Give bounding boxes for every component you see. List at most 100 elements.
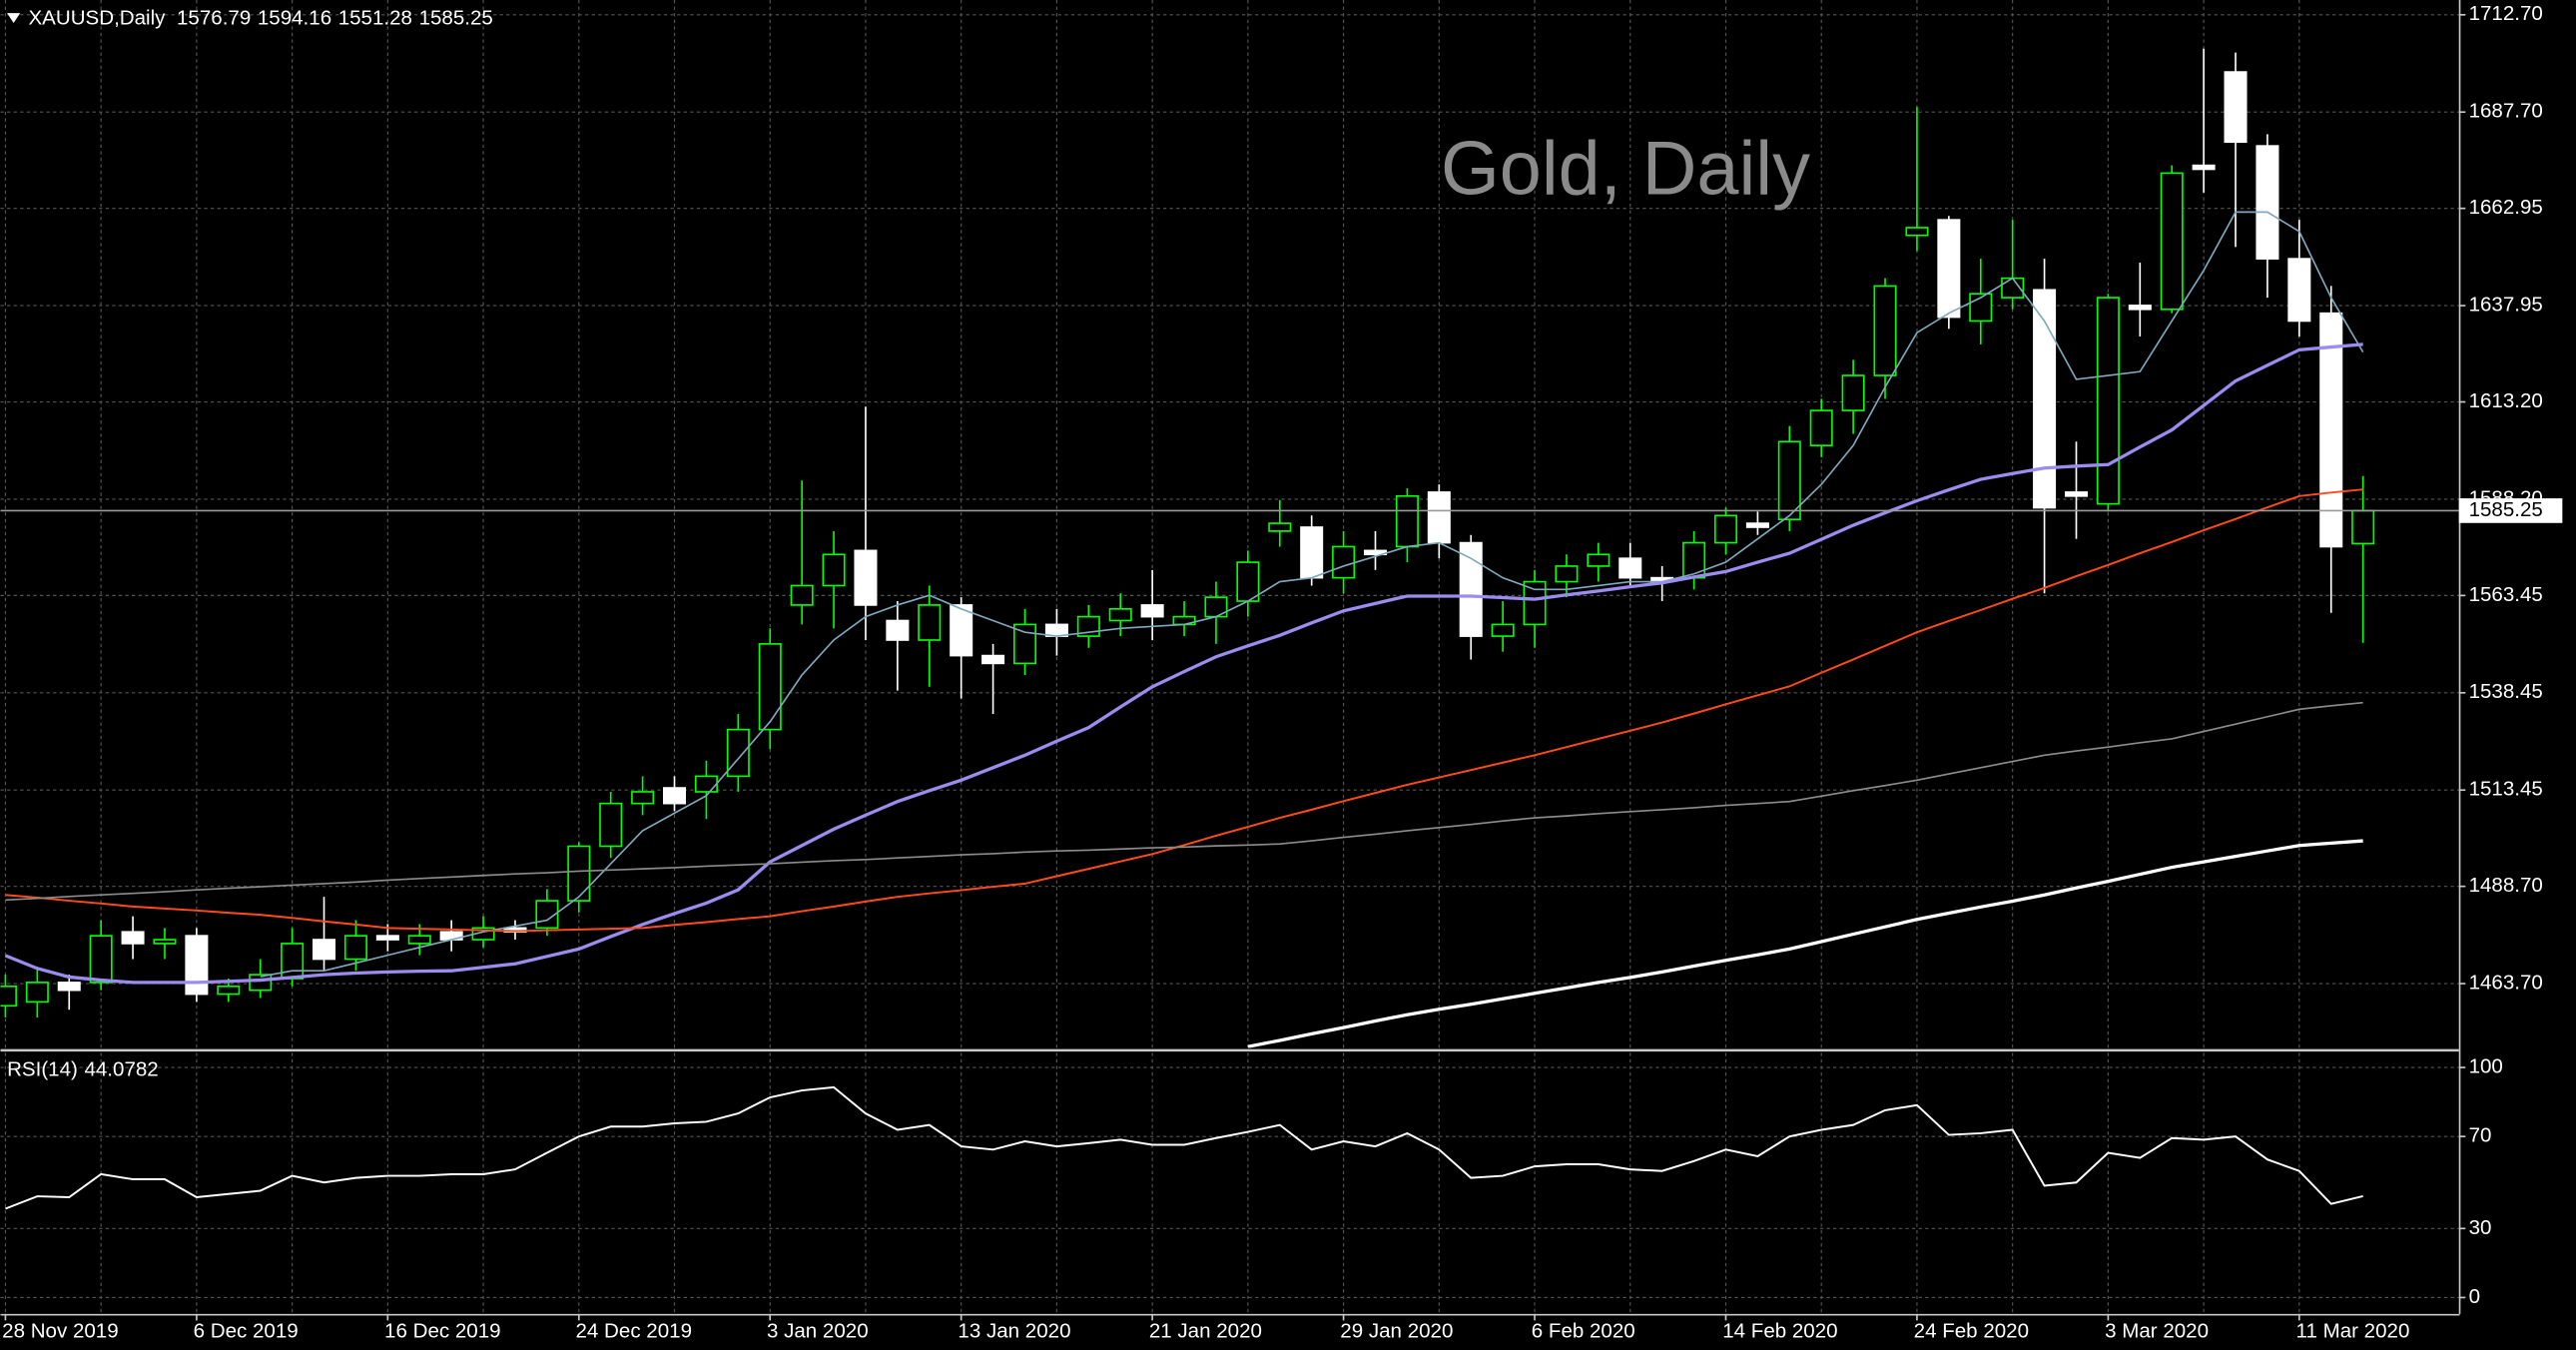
x-tick-label: 6 Feb 2020 [1532, 1319, 1635, 1342]
candle-body [343, 935, 367, 961]
candle-body [1587, 553, 1610, 567]
x-tick-label: 28 Nov 2019 [2, 1319, 119, 1342]
y-tick-label: 1513.45 [2469, 778, 2543, 801]
last-price-label: 1585.25 [2469, 498, 2543, 521]
main-grid [0, 0, 2459, 1048]
candle-body [217, 985, 241, 996]
candle-body [2351, 509, 2375, 545]
indicator-line [5, 1085, 2363, 1210]
candle-body [1682, 541, 1706, 579]
y-tick-label: 0 [2469, 1285, 2480, 1308]
candle-body [631, 791, 655, 805]
candle-body [2224, 71, 2248, 144]
candle-body [1300, 526, 1324, 579]
candle-body [1937, 219, 1961, 319]
candle-body [918, 604, 942, 641]
rsi-last-value: 44.0782 [84, 1058, 158, 1081]
x-tick-label: 14 Feb 2020 [1722, 1319, 1837, 1342]
candle-body [2064, 491, 2089, 497]
candle-body [89, 935, 113, 984]
symbol: XAUUSD,Daily [28, 7, 166, 30]
candle-body [185, 935, 209, 996]
y-tick-label: 70 [2469, 1124, 2492, 1147]
y-tick-label: 1613.20 [2469, 389, 2543, 412]
candle-body [1108, 608, 1132, 622]
candle-body [1044, 623, 1068, 637]
candle-body [1012, 623, 1037, 665]
x-tick-label: 24 Dec 2019 [575, 1319, 692, 1342]
candle-body [249, 974, 273, 992]
x-tick-label: 3 Mar 2020 [2105, 1319, 2209, 1342]
candle-body [1809, 409, 1833, 446]
high-value: 1594.16 [258, 7, 331, 30]
candle-body [25, 982, 49, 1004]
x-tick-label: 16 Dec 2019 [384, 1319, 501, 1342]
y-tick-label: 100 [2469, 1054, 2503, 1077]
candle-body [2160, 172, 2184, 311]
candle-body [281, 943, 305, 980]
candle-body [599, 802, 623, 848]
candle-body [1140, 604, 1164, 618]
candle-body [0, 985, 17, 1008]
y-tick-label: 1563.45 [2469, 583, 2543, 606]
candle-body [1427, 491, 1451, 544]
candle-body [1713, 514, 1738, 544]
y-tick-label: 1538.45 [2469, 680, 2543, 703]
candle-body [407, 935, 431, 945]
candle-body [950, 604, 973, 657]
candle-body [758, 643, 782, 731]
candle-body [1618, 557, 1642, 579]
candle-body [2255, 145, 2279, 260]
candle-body [1523, 580, 1547, 626]
indicator-line [4, 342, 2363, 985]
indicator-line [260, 211, 2364, 978]
candle-body [726, 728, 750, 778]
candle-body [57, 982, 81, 992]
close-value: 1585.25 [419, 7, 493, 30]
x-tick-label: 11 Mar 2020 [2296, 1319, 2410, 1342]
indicator-line [5, 488, 2363, 933]
candle-body [2128, 305, 2152, 311]
y-tick-label: 1488.70 [2469, 874, 2543, 897]
y-tick-label: 1687.70 [2469, 100, 2543, 123]
y-tick-label: 1662.95 [2469, 196, 2543, 219]
symbol-header: XAUUSD,Daily 1576.79 1594.16 1551.28 1585.25 [28, 7, 492, 30]
rsi-grid [0, 1052, 2459, 1314]
candle-body [1841, 374, 1865, 411]
open-value: 1576.79 [177, 7, 251, 30]
rsi-header: RSI(14) 44.0782 [7, 1058, 159, 1081]
indicator-line [5, 701, 2363, 902]
candle-body [1459, 541, 1483, 637]
candle-body [1905, 227, 1929, 237]
candle-body [886, 619, 910, 641]
menu-triangle [7, 13, 21, 24]
candle-body [694, 775, 718, 793]
rsi-plot [5, 1085, 2363, 1210]
candle-body [375, 935, 399, 941]
candle-body [2033, 289, 2057, 509]
candle-body [1555, 565, 1579, 583]
candle-body [153, 939, 177, 945]
low-value: 1551.28 [338, 7, 412, 30]
y-tick-label: 1463.70 [2469, 971, 2543, 994]
candle-body [567, 845, 591, 902]
y-tick-label: 30 [2469, 1216, 2492, 1239]
candle-body [1745, 522, 1769, 528]
candle-body [1491, 623, 1515, 637]
candle-body [1268, 522, 1292, 532]
candle-body [2319, 312, 2343, 548]
candle-body [2287, 258, 2311, 323]
candle-body [981, 654, 1005, 665]
candle-body [313, 939, 336, 961]
x-tick-label: 24 Feb 2020 [1914, 1319, 2029, 1342]
y-tick-label: 1712.70 [2469, 2, 2543, 25]
x-tick-label: 13 Jan 2020 [958, 1319, 1070, 1342]
x-tick-label: 3 Jan 2020 [767, 1319, 869, 1342]
candle-body [2096, 297, 2120, 505]
candle-body [1777, 440, 1801, 521]
x-tick-label: 29 Jan 2020 [1340, 1319, 1453, 1342]
y-tick-label: 1637.95 [2469, 294, 2543, 317]
